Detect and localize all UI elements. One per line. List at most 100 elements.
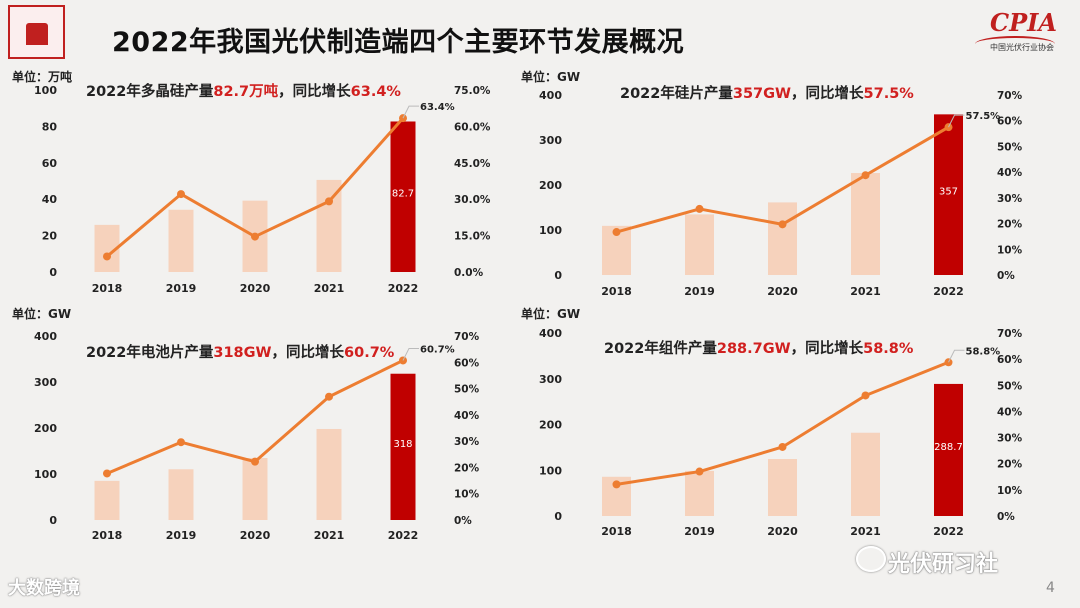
module-y2-tick: 60% <box>997 354 1023 366</box>
cell-bar <box>390 373 416 520</box>
wafer-x-tick: 2021 <box>850 285 881 298</box>
page-number: 4 <box>1046 580 1055 596</box>
cpia-logo: CPIA <box>990 8 1057 37</box>
module-y2-tick: 70% <box>997 328 1023 340</box>
logo-arc <box>975 36 1055 52</box>
polysilicon-y2-tick: 75.0% <box>454 85 491 97</box>
module-growth-point <box>778 442 787 451</box>
polysilicon-y2-tick: 15.0% <box>454 231 491 243</box>
polysilicon-y-tick: 100 <box>34 84 57 97</box>
module-x-tick: 2018 <box>601 525 632 538</box>
polysilicon-label-leader <box>402 105 419 119</box>
polysilicon-y2-tick: 60.0% <box>454 121 491 133</box>
wafer-y-tick: 100 <box>539 224 562 237</box>
wafer-bar <box>685 214 714 275</box>
polysilicon-y2-tick: 30.0% <box>454 194 491 206</box>
module-y2-tick: 10% <box>997 485 1023 497</box>
wafer-y-tick: 200 <box>539 179 562 192</box>
cell-growth-point <box>251 457 259 466</box>
cell-bar <box>316 428 342 520</box>
wafer-y2-tick: 10% <box>997 244 1023 256</box>
cpia-logo-subtitle: 中国光伏行业协会 <box>990 43 1054 52</box>
cell-bar-label: 318 <box>393 439 412 450</box>
module-label-leader <box>948 349 965 363</box>
wafer-x-tick: 2018 <box>601 285 632 298</box>
module-growth-point <box>612 480 621 489</box>
cell-y2-tick: 0% <box>454 515 472 527</box>
cell-growth-line <box>106 359 404 475</box>
wafer-y2-tick: 20% <box>997 219 1023 231</box>
wafer-x-tick: 2022 <box>933 285 964 298</box>
wafer-bar-label: 357 <box>939 187 958 198</box>
module-y-tick: 100 <box>539 464 562 477</box>
watermark-left: 大数跨境 <box>8 578 80 599</box>
module-y-tick: 200 <box>539 419 562 432</box>
wafer-growth-point <box>778 220 787 229</box>
cell-growth-point <box>325 392 333 401</box>
polysilicon-y-tick: 0 <box>49 266 57 279</box>
polysilicon-y-tick: 40 <box>42 193 58 206</box>
cell-y2-tick: 40% <box>454 410 480 422</box>
polysilicon-bar-label: 82.7 <box>392 189 414 200</box>
chart-title-cell: 2022年电池片产量318GW，同比增长60.7% <box>86 345 395 361</box>
polysilicon-growth-point <box>325 197 333 206</box>
polysilicon-y-tick: 80 <box>42 120 58 133</box>
module-x-tick: 2019 <box>684 525 715 538</box>
module-y-tick: 0 <box>554 510 562 523</box>
module-y-tick: 300 <box>539 373 562 386</box>
wafer-x-tick: 2020 <box>767 285 798 298</box>
wafer-y-tick: 300 <box>539 134 562 147</box>
module-x-tick: 2020 <box>767 525 798 538</box>
module-bar-label: 288.7 <box>934 442 963 453</box>
polysilicon-bar <box>316 179 342 272</box>
cell-y2-tick: 60% <box>454 357 480 369</box>
wafer-y2-tick: 40% <box>997 167 1023 179</box>
wafer-bar <box>851 173 880 275</box>
chart-title-wafer: 2022年硅片产量357GW，同比增长57.5% <box>620 86 914 102</box>
module-x-tick: 2022 <box>933 525 964 538</box>
unit-label-polysilicon: 单位：万吨 <box>12 70 73 84</box>
wafer-growth-point <box>612 228 621 237</box>
polysilicon-y2-tick: 0.0% <box>454 267 484 279</box>
unit-label-module: 单位：GW <box>521 307 581 321</box>
polysilicon-bar <box>390 121 416 273</box>
polysilicon-y2-tick: 45.0% <box>454 158 491 170</box>
module-bar <box>685 470 714 516</box>
cell-y2-tick: 20% <box>454 462 480 474</box>
chart-title-module: 2022年组件产量288.7GW，同比增长58.8% <box>604 341 914 357</box>
polysilicon-growth-point <box>251 232 259 241</box>
cell-label-leader <box>402 347 419 361</box>
polysilicon-x-tick: 2020 <box>240 282 271 295</box>
cell-x-tick: 2019 <box>166 529 197 542</box>
module-y2-tick: 40% <box>997 406 1023 418</box>
polysilicon-growth-label: 63.4% <box>420 102 455 113</box>
cell-y-tick: 0 <box>49 514 57 527</box>
wafer-y2-tick: 70% <box>997 90 1023 102</box>
cell-growth-label: 60.7% <box>420 344 455 355</box>
module-bar <box>768 458 797 516</box>
module-y-tick: 400 <box>539 327 562 340</box>
unit-label-cell: 单位：GW <box>12 307 72 321</box>
polysilicon-growth-point <box>103 252 111 261</box>
module-y2-tick: 0% <box>997 511 1015 523</box>
module-bar <box>851 432 880 516</box>
polysilicon-x-tick: 2022 <box>388 282 419 295</box>
polysilicon-y-tick: 20 <box>42 230 58 243</box>
cell-y-tick: 200 <box>34 422 57 435</box>
polysilicon-growth-point <box>177 190 185 199</box>
cell-y-tick: 300 <box>34 376 57 389</box>
module-bar <box>934 383 963 516</box>
header-emblem <box>8 5 65 59</box>
cell-y2-tick: 10% <box>454 489 480 501</box>
cell-y-tick: 100 <box>34 468 57 481</box>
module-growth-point <box>861 391 870 400</box>
wafer-y2-tick: 30% <box>997 193 1023 205</box>
wafer-y-tick: 0 <box>554 269 562 282</box>
grid-building-icon <box>26 23 48 45</box>
wafer-y2-tick: 50% <box>997 141 1023 153</box>
polysilicon-x-tick: 2021 <box>314 282 345 295</box>
wafer-bar <box>934 114 963 275</box>
module-x-tick: 2021 <box>850 525 881 538</box>
wafer-growth-point <box>695 204 704 213</box>
